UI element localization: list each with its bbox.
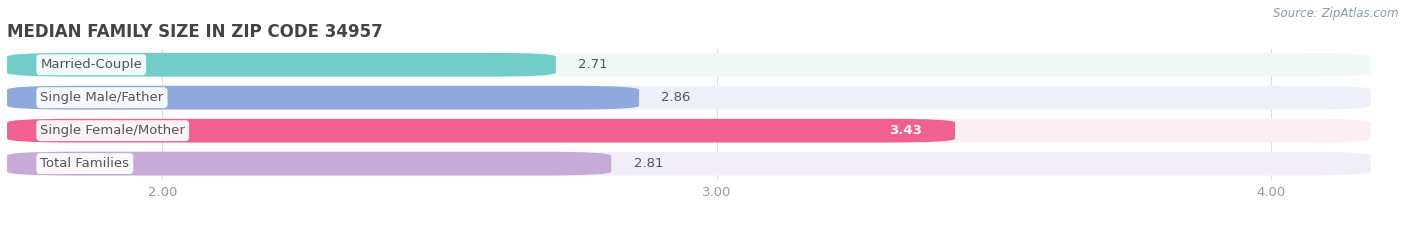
FancyBboxPatch shape (7, 152, 612, 175)
Text: 2.86: 2.86 (661, 91, 690, 104)
Text: MEDIAN FAMILY SIZE IN ZIP CODE 34957: MEDIAN FAMILY SIZE IN ZIP CODE 34957 (7, 23, 382, 41)
FancyBboxPatch shape (7, 53, 555, 77)
Text: Single Male/Father: Single Male/Father (41, 91, 163, 104)
Text: Married-Couple: Married-Couple (41, 58, 142, 71)
FancyBboxPatch shape (7, 119, 955, 143)
FancyBboxPatch shape (7, 53, 1371, 77)
Text: 2.81: 2.81 (634, 157, 664, 170)
Text: Source: ZipAtlas.com: Source: ZipAtlas.com (1274, 7, 1399, 20)
FancyBboxPatch shape (7, 119, 1371, 143)
Text: Total Families: Total Families (41, 157, 129, 170)
Text: 2.71: 2.71 (578, 58, 607, 71)
FancyBboxPatch shape (7, 152, 1371, 175)
FancyBboxPatch shape (7, 86, 640, 110)
Text: Single Female/Mother: Single Female/Mother (41, 124, 186, 137)
Text: 3.43: 3.43 (889, 124, 922, 137)
FancyBboxPatch shape (7, 86, 1371, 110)
